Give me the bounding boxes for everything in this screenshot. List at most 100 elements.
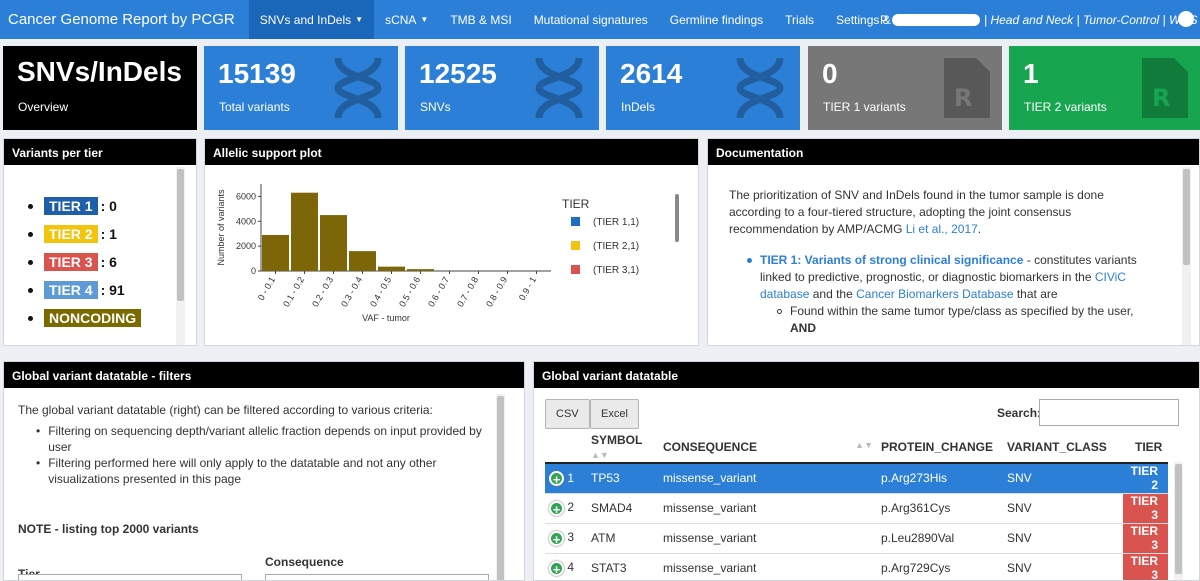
column-header-variant-class[interactable]: VARIANT_CLASS <box>1007 432 1123 464</box>
bar-1 <box>291 192 318 271</box>
y-tick-label: 6000 <box>236 191 256 201</box>
column-header-tier[interactable]: TIER <box>1123 432 1168 464</box>
tier1-title-link[interactable]: TIER 1: Variants of strong clinical sign… <box>760 253 1024 267</box>
value-box-label: TIER 1 variants <box>823 100 906 114</box>
y-tick-label: 0 <box>251 266 256 276</box>
scrollbar[interactable] <box>1182 167 1191 345</box>
nav-scna[interactable]: sCNA ▼ <box>374 0 439 39</box>
bullet: • <box>36 424 41 438</box>
svg-text:R: R <box>954 84 972 112</box>
x-tick-label: 0.1 - 0.2 <box>281 275 306 309</box>
bullet <box>28 203 33 209</box>
column-header-symbol[interactable]: SYMBOL ▲▼ <box>591 432 663 464</box>
cell-consequence: missense_variant <box>663 463 881 494</box>
nav-tmb-msi[interactable]: TMB & MSI <box>450 12 512 27</box>
excel-button[interactable]: Excel <box>590 399 639 429</box>
y-axis-label: Number of variants <box>216 189 226 266</box>
value-box-total: 15139 Total variants <box>204 46 398 130</box>
nav-mutational-signatures[interactable]: Mutational signatures <box>533 12 648 27</box>
table-row[interactable]: + 3 ATM missense_variant p.Leu2890Val SN… <box>545 523 1168 554</box>
tier-count: : 1 <box>100 226 117 242</box>
header-label: SYMBOL <box>591 433 643 447</box>
value-box-indels: 2614 InDels <box>606 46 800 130</box>
value-box-number: 12525 <box>419 58 497 89</box>
value-box-snvs: 12525 SNVs <box>405 46 599 130</box>
y-tick-label: 4000 <box>236 216 256 226</box>
sample-prefix: P <box>880 12 889 27</box>
bar-5 <box>407 269 434 271</box>
x-tick-label: 0.8 - 0.9 <box>484 275 509 309</box>
x-tick-label: 0.7 - 0.8 <box>455 275 480 309</box>
scrollbar-thumb[interactable] <box>1183 169 1190 265</box>
column-header-consequence[interactable]: CONSEQUENCE ▲▼ <box>663 432 881 464</box>
tier-count: : 6 <box>100 254 117 270</box>
value-box-label: InDels <box>621 100 656 114</box>
row-number: 3 <box>567 530 575 545</box>
expand-row-icon[interactable]: + <box>549 530 564 546</box>
scrollbar[interactable] <box>176 167 185 345</box>
row-index-cell: + 4 <box>545 553 591 580</box>
sort-icon: ▲▼ <box>591 450 609 460</box>
cell-variant-class: SNV <box>1007 523 1123 554</box>
cell-symbol: SMAD4 <box>591 493 663 524</box>
value-box-label: SNVs <box>420 100 451 114</box>
nav-germline-findings[interactable]: Germline findings <box>669 12 764 27</box>
bullet <box>28 287 33 293</box>
expand-row-icon[interactable]: + <box>549 560 564 576</box>
cell-consequence: missense_variant <box>663 553 881 580</box>
scrollbar-thumb[interactable] <box>177 169 184 301</box>
tier-tag: TIER 2 <box>44 225 98 243</box>
bar-4 <box>378 266 405 271</box>
column-header-protein-change[interactable]: PROTEIN_CHANGE <box>881 432 1007 464</box>
legend-label-0: (TIER 1,1) <box>593 217 639 228</box>
y-tick-label: 2000 <box>236 241 256 251</box>
nav-trials[interactable]: Trials <box>785 12 815 27</box>
legend-scrollbar[interactable] <box>673 194 682 242</box>
brand-title[interactable]: Cancer Genome Report by PCGR <box>8 11 235 28</box>
github-icon[interactable] <box>1178 11 1194 27</box>
text-that-are: that are <box>1013 287 1058 301</box>
search-input[interactable] <box>1039 399 1179 426</box>
panel-title: Global variant datatable <box>534 362 1199 388</box>
table-row[interactable]: + 4 STAT3 missense_variant p.Arg729Cys S… <box>545 553 1168 580</box>
cell-protein-change: p.Arg273His <box>881 463 1007 494</box>
bullet <box>747 258 752 263</box>
csv-button[interactable]: CSV <box>545 399 590 429</box>
legend-swatch-1 <box>571 241 580 250</box>
expand-row-icon[interactable]: + <box>549 500 564 516</box>
sub1-text: Found within the same tumor type/class a… <box>790 304 1134 318</box>
filters-intro: The global variant datatable (right) can… <box>18 403 433 417</box>
sub-bullet-text: Found within the same tumor type/class a… <box>790 303 1149 337</box>
table-row[interactable]: + 1 TP53 missense_variant p.Arg273His SN… <box>545 463 1168 494</box>
column-header-index <box>545 432 591 464</box>
table-row[interactable]: + 2 SMAD4 missense_variant p.Arg361Cys S… <box>545 493 1168 524</box>
scrollbar-thumb[interactable] <box>1175 464 1182 574</box>
li-et-al-link[interactable]: Li et al., 2017 <box>905 222 978 236</box>
tier-item-4: TIER 4: 91 <box>28 281 196 299</box>
row-number: 2 <box>567 500 575 515</box>
scrollbar-thumb[interactable] <box>497 396 504 580</box>
filter-bullet-2: • Filtering performed here will only appl… <box>36 455 488 487</box>
cbd-link[interactable]: Cancer Biomarkers Database <box>856 287 1014 301</box>
expand-row-icon[interactable]: + <box>549 470 564 486</box>
filters-note: NOTE - listing top 2000 variants <box>18 522 199 536</box>
prescription-icon: R <box>1142 58 1188 118</box>
consequence-select[interactable] <box>265 574 489 580</box>
scrollbar[interactable] <box>496 394 505 580</box>
header-label: CONSEQUENCE <box>663 440 758 454</box>
bar-3 <box>349 251 376 271</box>
cell-consequence: missense_variant <box>663 493 881 524</box>
variants-per-tier-panel: Variants per tier TIER 1: 0 TIER 2: 1 TI… <box>3 138 197 346</box>
filters-content: The global variant datatable (right) can… <box>18 402 488 580</box>
nav-snvs-indels[interactable]: SNVs and InDels ▼ <box>248 0 375 39</box>
row-index-cell: + 1 <box>545 463 591 494</box>
tier-select[interactable] <box>18 574 242 580</box>
civic-link[interactable]: CIViC database <box>760 270 1126 301</box>
scrollbar-thumb[interactable] <box>675 194 679 242</box>
consequence-filter-label: Consequence <box>265 555 344 569</box>
dna-icon <box>334 57 382 119</box>
x-tick-label: 0.4 - 0.5 <box>368 275 393 309</box>
table-scrollbar[interactable] <box>1174 462 1183 580</box>
tier-item-noncoding: NONCODING <box>28 309 196 327</box>
